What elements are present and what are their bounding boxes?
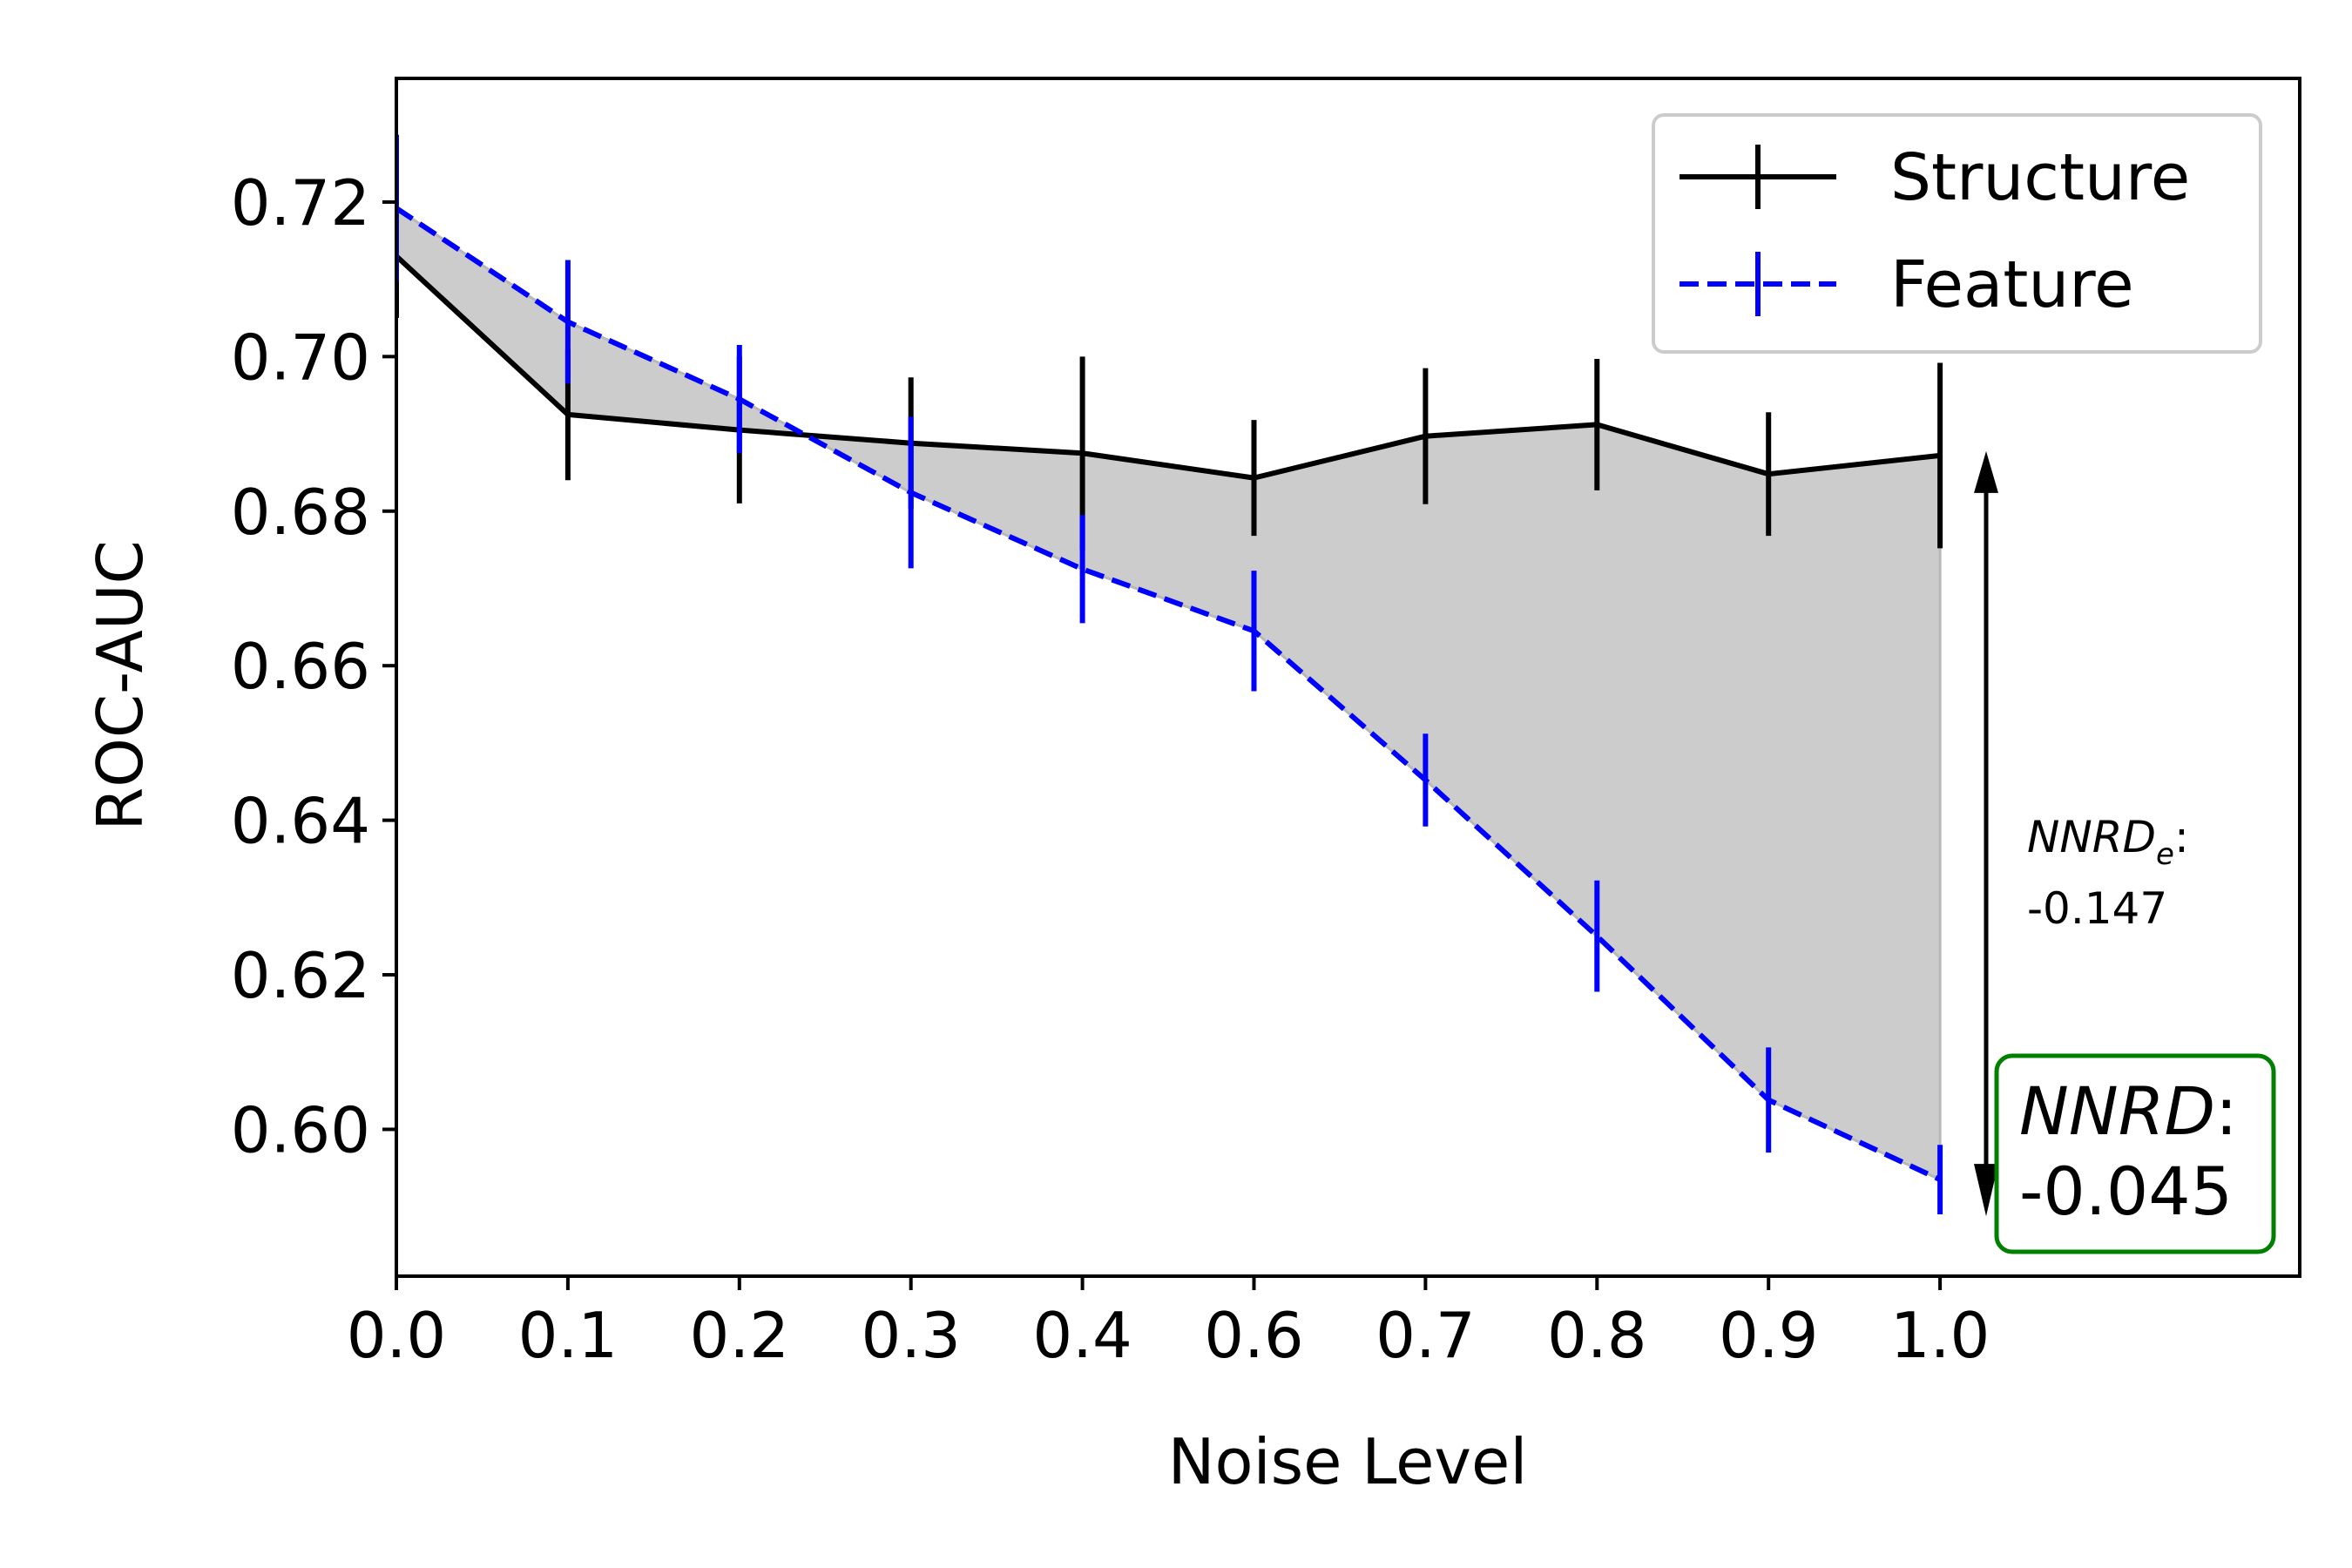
- x-tick-label: 0.1: [518, 1299, 618, 1372]
- y-tick-label: 0.66: [231, 630, 370, 703]
- x-tick-label: 0.6: [1204, 1299, 1304, 1372]
- nnrd-e-arrow-head-up: [1974, 450, 1998, 493]
- legend: Structure Feature: [1652, 113, 2262, 354]
- plot-frame: [395, 77, 2301, 1278]
- x-tick-label: 0.8: [1547, 1299, 1647, 1372]
- y-tick-label: 0.72: [231, 166, 370, 240]
- x-tick-label: 0.2: [690, 1299, 790, 1372]
- x-tick-label: 0.9: [1719, 1299, 1819, 1372]
- y-tick-label: 0.64: [231, 785, 370, 858]
- x-axis-label: Noise Level: [1168, 1425, 1528, 1498]
- y-tick-label: 0.68: [231, 476, 370, 549]
- series-layer: [396, 134, 1943, 1215]
- y-tick-label: 0.62: [231, 939, 370, 1012]
- x-tick-label: 0.0: [347, 1299, 447, 1372]
- nnrd-e-value: -0.147: [2027, 883, 2167, 934]
- x-tick-label: 0.4: [1032, 1299, 1132, 1372]
- series-feature-line: [396, 206, 1942, 1182]
- x-tick-label: 0.7: [1375, 1299, 1476, 1372]
- x-tick-label: 0.3: [861, 1299, 961, 1372]
- series-structure-line: [396, 253, 1941, 481]
- legend-feature-label: Feature: [1890, 247, 2134, 322]
- nnrd-e-annotation: NNRDe: -0.147: [1974, 450, 2189, 1217]
- x-axis-ticks: 0.0 0.1 0.2 0.3 0.4 0.6 0.7 0.8 0.9 1.0: [347, 1276, 1990, 1372]
- y-axis-label: ROC-AUC: [84, 540, 157, 831]
- nnrd-label: NNRD:: [2019, 1072, 2238, 1150]
- legend-structure-label: Structure: [1890, 140, 2190, 215]
- nnrd-box: [1994, 1053, 2276, 1254]
- y-tick-label: 0.70: [231, 321, 370, 394]
- x-tick-label: 1.0: [1890, 1299, 1990, 1372]
- y-axis-ticks: 0.60 0.62 0.64 0.66 0.68 0.70 0.72: [231, 166, 396, 1166]
- nnrd-annotation: NNRD: -0.045: [1994, 1053, 2276, 1254]
- nnrd-value: -0.045: [2019, 1152, 2233, 1230]
- nnrd-e-arrow-head-down: [1974, 1164, 1998, 1217]
- nnrd-e-label: NNRDe:: [2027, 812, 2189, 872]
- y-tick-label: 0.60: [231, 1093, 370, 1166]
- series-feature: [396, 134, 1943, 1215]
